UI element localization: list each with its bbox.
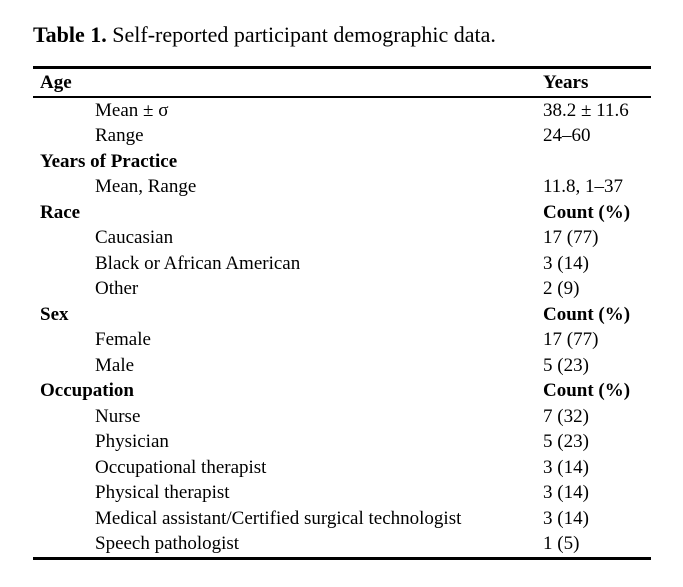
- table-row: Black or African American 3 (14): [33, 251, 651, 277]
- row-label: Physical therapist: [95, 482, 230, 504]
- table-section-row: Race Count (%): [33, 200, 651, 226]
- table-caption-number: Table 1.: [33, 22, 107, 47]
- row-label: Range: [95, 125, 144, 147]
- row-label: Female: [95, 329, 151, 351]
- row-value: 7 (32): [543, 405, 589, 427]
- row-value: 3 (14): [543, 482, 589, 504]
- table-row: Male 5 (23): [33, 353, 651, 379]
- table-row: Speech pathologist 1 (5): [33, 532, 651, 558]
- row-label: Sex: [40, 303, 69, 325]
- row-value: 5 (23): [543, 354, 589, 376]
- row-value: 24–60: [543, 125, 591, 147]
- table-row: Nurse 7 (32): [33, 404, 651, 430]
- row-label: Nurse: [95, 405, 141, 427]
- row-value: Count (%): [543, 201, 631, 223]
- header-col-years: Years: [543, 71, 589, 93]
- row-value: 17 (77): [543, 329, 599, 351]
- table-section-row: Sex Count (%): [33, 302, 651, 328]
- row-value: 17 (77): [543, 227, 599, 249]
- table-row: Physical therapist 3 (14): [33, 481, 651, 507]
- row-label: Medical assistant/Certified surgical tec…: [95, 507, 462, 529]
- table-header-row: Age Years: [33, 69, 651, 98]
- row-value: 3 (14): [543, 507, 589, 529]
- row-value: Count (%): [543, 380, 631, 402]
- row-label: Race: [40, 201, 81, 223]
- row-label: Mean ± σ: [95, 99, 169, 121]
- row-value: 11.8, 1–37: [543, 176, 624, 198]
- table-row: Mean ± σ 38.2 ± 11.6: [33, 98, 651, 124]
- row-value: 38.2 ± 11.6: [543, 99, 629, 121]
- table-body: Mean ± σ 38.2 ± 11.6 Range 24–60 Years of Pr…: [33, 98, 651, 557]
- table-caption-text: Self-reported participant demographic da…: [106, 22, 496, 47]
- row-value: 5 (23): [543, 431, 589, 453]
- row-value: Count (%): [543, 303, 631, 325]
- row-value: 3 (14): [543, 252, 589, 274]
- header-col-age: Age: [40, 71, 72, 93]
- row-label: Occupation: [40, 380, 134, 402]
- row-label: Years of Practice: [40, 150, 178, 172]
- row-label: Black or African American: [95, 252, 301, 274]
- table-row: Mean, Range 11.8, 1–37: [33, 175, 651, 201]
- table-section-row: Years of Practice: [33, 149, 651, 175]
- table-row: Other 2 (9): [33, 277, 651, 303]
- table-row: Physician 5 (23): [33, 430, 651, 456]
- row-value: 2 (9): [543, 278, 580, 300]
- table-caption: Table 1. Self-reported participant demog…: [33, 22, 496, 48]
- row-label: Other: [95, 278, 139, 300]
- row-label: Male: [95, 354, 135, 376]
- row-label: Caucasian: [95, 227, 174, 249]
- row-value: 1 (5): [543, 533, 580, 555]
- table-section-row: Occupation Count (%): [33, 379, 651, 405]
- table-row: Caucasian 17 (77): [33, 226, 651, 252]
- table-row: Female 17 (77): [33, 328, 651, 354]
- row-value: 3 (14): [543, 456, 589, 478]
- row-label: Mean, Range: [95, 176, 197, 198]
- table-row: Medical assistant/Certified surgical tec…: [33, 506, 651, 532]
- row-label: Physician: [95, 431, 169, 453]
- table-row: Occupational therapist 3 (14): [33, 455, 651, 481]
- demographics-table: Age Years Mean ± σ 38.2 ± 11.6 Range 24–60 Y…: [33, 66, 651, 560]
- row-label: Speech pathologist: [95, 533, 240, 555]
- row-label: Occupational therapist: [95, 456, 267, 478]
- table-row: Range 24–60: [33, 124, 651, 150]
